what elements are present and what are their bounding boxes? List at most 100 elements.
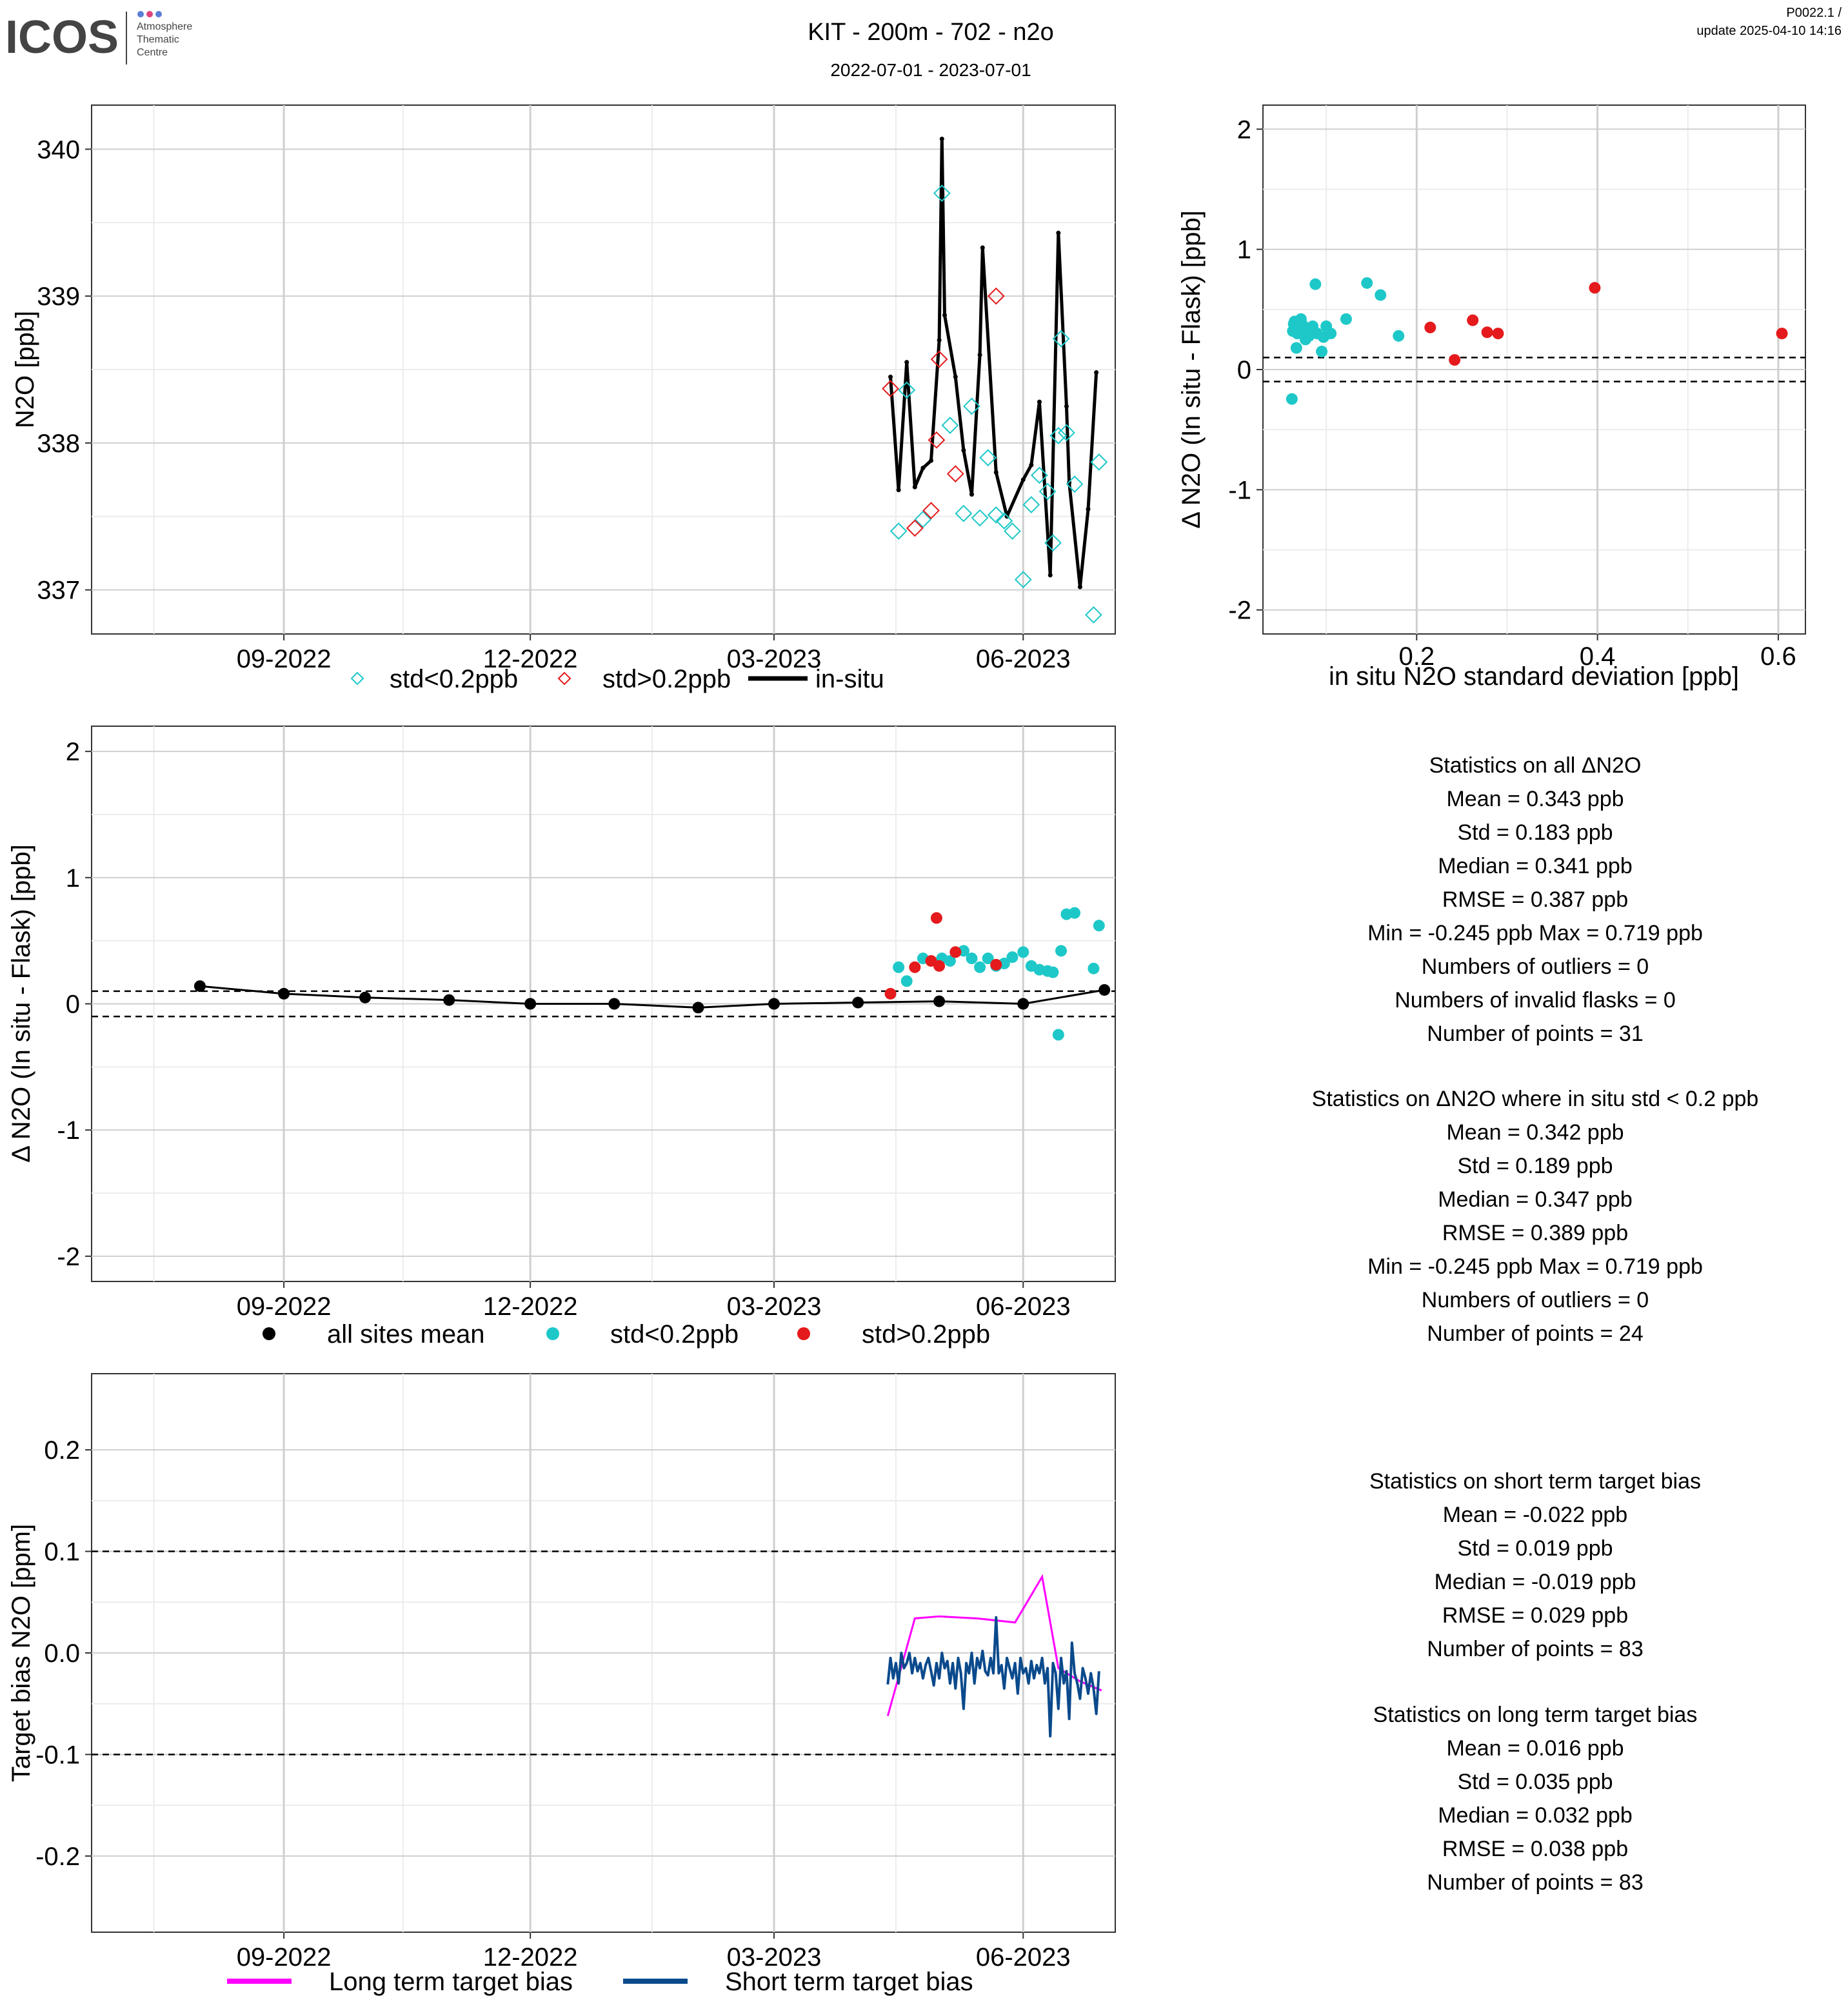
stats-line: Numbers of outliers = 0 xyxy=(1422,954,1649,979)
x-tick-label: 09-2022 xyxy=(237,1943,332,1972)
y-tick-label: 339 xyxy=(37,282,80,311)
low-std-point xyxy=(1393,330,1405,342)
timeseries-legend: std<0.2ppb std>0.2ppb in-situ xyxy=(350,665,884,693)
y-tick-label: 340 xyxy=(37,135,80,164)
x-tick-label: 03-2023 xyxy=(727,645,822,673)
legend-dot-black-icon xyxy=(263,1327,275,1340)
y-tick-label: 0.0 xyxy=(44,1639,80,1668)
low-std-point xyxy=(1047,966,1059,978)
flask-diamond-marker xyxy=(979,449,997,467)
legend-label: std<0.2ppb xyxy=(610,1320,739,1349)
high-std-point xyxy=(1449,354,1461,366)
mean-point xyxy=(692,1002,704,1014)
insitu-point xyxy=(937,337,942,342)
flask-diamond-marker xyxy=(971,509,989,527)
logo-sub-line: Atmosphere xyxy=(137,21,192,32)
high-std-point xyxy=(884,987,897,1000)
mean-point xyxy=(194,980,206,993)
mean-point xyxy=(1098,984,1111,996)
insitu-point xyxy=(896,488,901,493)
delta-ylabel: Δ N2O (In situ - Flask) [ppb] xyxy=(7,844,35,1163)
x-tick-label: 09-2022 xyxy=(237,645,332,673)
mean-point xyxy=(852,996,864,1009)
stats-line: Std = 0.035 ppb xyxy=(1457,1770,1613,1794)
low-std-point xyxy=(1361,277,1373,289)
high-std-point xyxy=(1424,321,1436,333)
flask-diamond-marker xyxy=(1044,534,1062,552)
flask-diamond-marker xyxy=(941,417,959,434)
flask-diamond-marker xyxy=(1022,496,1040,513)
insitu-point xyxy=(942,313,947,318)
x-tick-label: 12-2022 xyxy=(483,1943,578,1972)
y-tick-label: -1 xyxy=(1228,476,1251,504)
low-std-point xyxy=(1093,920,1105,932)
marks-layer xyxy=(92,136,1805,1755)
long-term-bias-line xyxy=(886,1574,1102,1717)
x-tick-label: 06-2023 xyxy=(976,1943,1071,1972)
legend-label: Short term target bias xyxy=(725,1968,973,1996)
logo-dot-icon xyxy=(155,11,162,17)
flask-diamond-marker xyxy=(955,504,973,522)
y-tick-label: 337 xyxy=(37,577,80,605)
flask-diamond-marker xyxy=(963,397,980,415)
flask-diamond-marker xyxy=(930,350,948,368)
legend-label: Long term target bias xyxy=(329,1968,573,1996)
insitu-point xyxy=(1048,573,1053,578)
y-tick-label: 0 xyxy=(1237,356,1251,384)
logo-dot-icon xyxy=(137,11,144,17)
low-std-point xyxy=(1069,907,1081,919)
insitu-point xyxy=(904,360,909,365)
low-std-point xyxy=(1052,1029,1064,1041)
legend-dot-cyan-icon xyxy=(546,1327,559,1340)
insitu-point xyxy=(1020,477,1026,482)
y-tick-label: 2 xyxy=(66,738,80,766)
legend-label: all sites mean xyxy=(327,1320,485,1349)
stats-line: Mean = 0.342 ppb xyxy=(1446,1120,1624,1145)
stats-all-block: Statistics on all ΔN2O Mean = 0.343 ppb St… xyxy=(1367,753,1703,1046)
low-std-point xyxy=(1055,945,1068,957)
stats-title: Statistics on all ΔN2O xyxy=(1429,753,1642,778)
scatter-ylabel: Δ N2O (In situ - Flask) [ppb] xyxy=(1177,210,1206,529)
y-tick-label: 2 xyxy=(1237,115,1251,144)
stats-title: Statistics on ΔN2O where in situ std < 0… xyxy=(1312,1087,1759,1111)
stats-title: Statistics on long term target bias xyxy=(1373,1703,1698,1727)
low-std-point xyxy=(1006,951,1018,964)
logo-sub-line: Centre xyxy=(137,47,168,58)
mean-point xyxy=(359,991,372,1004)
low-std-point xyxy=(1286,393,1298,405)
high-std-point xyxy=(933,960,946,972)
low-std-point xyxy=(1088,962,1100,974)
logo-sub-line: Thematic xyxy=(137,34,179,45)
low-std-point xyxy=(1316,346,1328,358)
insitu-point xyxy=(1029,462,1034,468)
mean-point xyxy=(1017,998,1029,1010)
legend-dot-red-icon xyxy=(797,1327,810,1340)
flask-diamond-marker xyxy=(914,510,932,528)
x-tick-label: 0.4 xyxy=(1580,642,1616,671)
low-std-point xyxy=(1375,289,1387,301)
date-range: 2022-07-01 - 2023-07-01 xyxy=(830,60,1031,80)
scatter-xlabel: in situ N2O standard deviation [ppb] xyxy=(1329,662,1739,691)
flask-diamond-marker xyxy=(922,502,940,520)
stats-line: Number of points = 31 xyxy=(1427,1022,1643,1046)
insitu-point xyxy=(929,458,934,463)
insitu-point xyxy=(939,136,944,141)
flask-diamond-marker xyxy=(1090,453,1108,471)
stats-short-bias-block: Statistics on short term target bias Mean… xyxy=(1369,1469,1701,1661)
insitu-point xyxy=(977,352,982,357)
stats-line: Mean = 0.343 ppb xyxy=(1446,787,1624,811)
insitu-point xyxy=(1037,399,1042,404)
high-std-point xyxy=(1492,328,1504,340)
low-std-point xyxy=(893,961,905,973)
flask-diamond-marker xyxy=(933,184,951,203)
bias-ylabel: Target bias N2O [ppm] xyxy=(7,1524,35,1782)
y-tick-label: 338 xyxy=(37,430,80,458)
high-std-point xyxy=(1589,282,1601,294)
insitu-point xyxy=(993,470,999,475)
low-std-point xyxy=(1017,946,1029,958)
mean-point xyxy=(278,987,290,1000)
header: ICOS Atmosphere Thematic Centre KIT - 20… xyxy=(5,6,1842,80)
stats-line: Mean = -0.022 ppb xyxy=(1443,1503,1627,1527)
insitu-point xyxy=(1056,230,1061,235)
